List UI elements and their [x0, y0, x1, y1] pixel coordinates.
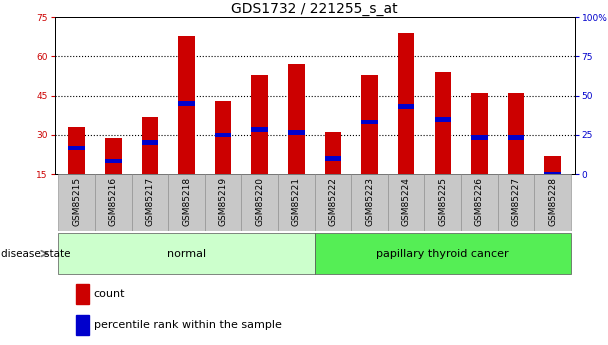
Text: count: count	[94, 289, 125, 299]
Bar	[131, 174, 168, 231]
Bar	[398, 104, 415, 109]
Bar	[105, 138, 122, 174]
Text: GSM85226: GSM85226	[475, 177, 484, 226]
Bar	[461, 174, 498, 231]
Text: GSM85217: GSM85217	[145, 177, 154, 226]
Bar	[361, 120, 378, 124]
Bar	[241, 174, 278, 231]
Text: GSM85218: GSM85218	[182, 177, 191, 226]
Bar	[424, 174, 461, 231]
Bar	[69, 127, 85, 174]
Text: papillary thyroid cancer: papillary thyroid cancer	[376, 249, 509, 258]
Text: GSM85216: GSM85216	[109, 177, 118, 226]
Bar	[205, 174, 241, 231]
Text: disease state: disease state	[1, 249, 71, 258]
Text: GSM85220: GSM85220	[255, 177, 264, 226]
Bar	[178, 36, 195, 174]
Bar	[435, 72, 451, 174]
Text: GSM85227: GSM85227	[511, 177, 520, 226]
Text: GSM85228: GSM85228	[548, 177, 557, 226]
Bar	[534, 174, 571, 231]
Bar	[288, 130, 305, 135]
Bar	[215, 132, 232, 137]
Bar	[315, 233, 571, 274]
Bar	[508, 93, 524, 174]
Bar	[325, 156, 341, 161]
Bar	[288, 64, 305, 174]
Bar	[178, 101, 195, 106]
Bar	[252, 127, 268, 132]
Text: percentile rank within the sample: percentile rank within the sample	[94, 320, 282, 330]
Bar	[215, 101, 232, 174]
Text: normal: normal	[167, 249, 206, 258]
Text: GSM85219: GSM85219	[219, 177, 227, 226]
Bar	[388, 174, 424, 231]
Bar	[325, 132, 341, 174]
Text: GSM85225: GSM85225	[438, 177, 447, 226]
Bar	[498, 174, 534, 231]
Bar	[142, 140, 158, 145]
Bar	[105, 159, 122, 164]
Bar	[471, 93, 488, 174]
Bar	[75, 315, 89, 335]
Text: GSM85215: GSM85215	[72, 177, 81, 226]
Bar	[278, 174, 315, 231]
Title: GDS1732 / 221255_s_at: GDS1732 / 221255_s_at	[231, 2, 398, 16]
Bar	[168, 174, 205, 231]
Bar	[544, 172, 561, 177]
Bar	[361, 75, 378, 174]
Text: GSM85221: GSM85221	[292, 177, 301, 226]
Bar	[471, 135, 488, 140]
Bar	[544, 156, 561, 174]
Bar	[142, 117, 158, 174]
Bar	[69, 146, 85, 150]
Bar	[508, 135, 524, 140]
Text: GSM85222: GSM85222	[328, 177, 337, 226]
Bar	[435, 117, 451, 122]
Text: GSM85224: GSM85224	[402, 177, 410, 226]
Bar	[351, 174, 388, 231]
Bar	[75, 284, 89, 304]
Bar	[58, 233, 315, 274]
Bar	[398, 33, 415, 174]
Text: GSM85223: GSM85223	[365, 177, 374, 226]
Bar	[315, 174, 351, 231]
Bar	[58, 174, 95, 231]
Bar	[252, 75, 268, 174]
Bar	[95, 174, 131, 231]
